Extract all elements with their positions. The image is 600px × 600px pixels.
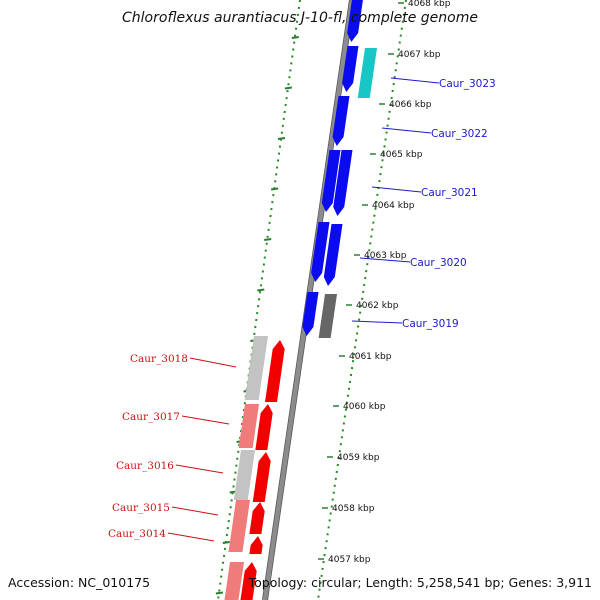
pale-gene	[224, 562, 244, 600]
kbp-tick-label: 4065 kbp	[380, 150, 423, 160]
blue-gene-label: Caur_3021	[421, 187, 478, 199]
pale-gene	[238, 404, 259, 448]
red-label-leader	[171, 506, 219, 516]
pale-gene	[244, 336, 268, 400]
track-dash	[222, 541, 230, 544]
gray-gene	[318, 294, 337, 338]
pale-gene	[233, 450, 255, 500]
kbp-tick-label: 4058 kbp	[332, 504, 375, 514]
kbp-tick-label: 4060 kbp	[343, 402, 386, 412]
red-label-leader	[167, 532, 215, 542]
blue-label-leader	[390, 77, 440, 84]
red-gene-label: Caur_3018	[130, 353, 188, 365]
forward-gene	[347, 0, 363, 42]
dotted-track-left	[217, 0, 301, 600]
pale-gene	[228, 500, 250, 552]
kbp-tick-label: 4067 kbp	[398, 50, 441, 60]
kbp-tick-label: 4061 kbp	[349, 352, 392, 362]
track-dash	[270, 187, 279, 191]
kbp-tick-label: 4059 kbp	[337, 453, 380, 463]
forward-gene	[342, 46, 359, 92]
red-label-leader	[189, 357, 237, 368]
reverse-gene	[265, 340, 285, 402]
track-dash	[284, 86, 293, 90]
track-dash	[291, 36, 299, 39]
kbp-tick-label: 4063 kbp	[364, 251, 407, 261]
blue-label-leader	[371, 186, 422, 193]
kbp-ticks: 4068 kbp 4067 kbp 4066 kbp 4065 kbp 4064 kbp…	[318, 0, 451, 565]
forward-gene	[302, 292, 319, 336]
track-dash	[215, 591, 224, 595]
map-title: Chloroflexus aurantiacus J-10-fl, comple…	[122, 10, 478, 26]
blue-label-leader	[381, 127, 432, 134]
track-dash	[264, 238, 272, 241]
blue-gene-label: Caur_3023	[439, 78, 496, 90]
dotted-tracks	[215, 0, 407, 600]
dotted-track-right	[317, 0, 407, 600]
kbp-tick-label: 4066 kbp	[389, 100, 432, 110]
kbp-tick-label: 4062 kbp	[356, 301, 399, 311]
topology-text: Topology: circular; Length: 5,258,541 bp…	[248, 575, 592, 590]
kbp-tick-label: 4064 kbp	[372, 201, 415, 211]
red-label-leader	[175, 464, 224, 474]
blue-gene-label: Caur_3022	[431, 128, 488, 140]
forward-gene	[311, 222, 330, 282]
track-dash	[257, 288, 265, 292]
track-dash	[277, 137, 286, 140]
reverse-gene	[252, 452, 271, 502]
forward-gene	[323, 224, 343, 286]
blue-gene-label: Caur_3020	[410, 257, 467, 269]
reverse-gene	[249, 536, 263, 554]
red-label-leader	[181, 415, 230, 425]
gene-labels: Caur_3023 Caur_3022 Caur_3021 Caur_3020 Caur…	[108, 77, 496, 542]
red-gene-label: Caur_3015	[112, 502, 170, 514]
cyan-gene	[357, 48, 377, 98]
kbp-tick-label: 4068 kbp	[408, 0, 451, 9]
gene-features	[224, 0, 377, 600]
blue-gene-label: Caur_3019	[402, 318, 459, 330]
accession-text: Accession: NC_010175	[8, 575, 150, 590]
reverse-gene	[240, 562, 257, 600]
red-gene-label: Caur_3014	[108, 528, 166, 540]
reverse-gene	[249, 502, 265, 534]
forward-gene	[321, 150, 341, 212]
reverse-gene	[255, 404, 273, 450]
forward-gene	[332, 96, 350, 146]
red-gene-label: Caur_3017	[122, 411, 180, 423]
kbp-tick-label: 4057 kbp	[328, 555, 371, 565]
forward-gene	[333, 150, 353, 216]
blue-label-leader	[351, 320, 403, 324]
red-gene-label: Caur_3016	[116, 460, 174, 472]
blue-label-leader	[359, 257, 411, 263]
